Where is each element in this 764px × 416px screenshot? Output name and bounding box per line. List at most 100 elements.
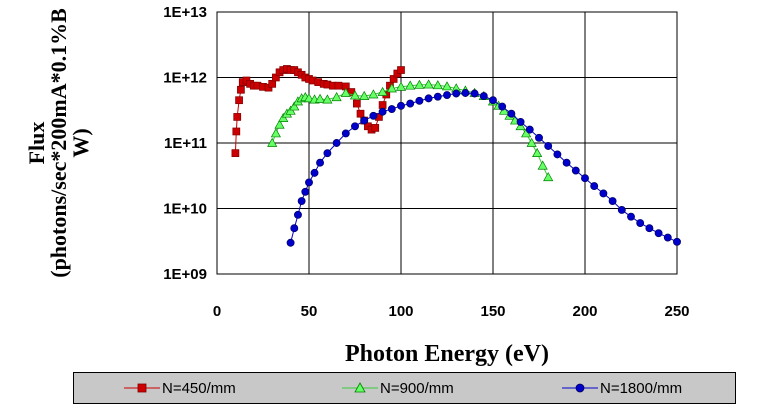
data-point bbox=[432, 80, 443, 90]
data-point bbox=[553, 150, 562, 159]
x-tick-label: 200 bbox=[572, 303, 597, 320]
data-point bbox=[441, 81, 453, 91]
data-point bbox=[507, 109, 516, 118]
data-point bbox=[443, 91, 451, 99]
legend-label-900: N=900/mm bbox=[380, 379, 454, 397]
data-point bbox=[310, 168, 319, 177]
data-point bbox=[290, 224, 299, 233]
data-point bbox=[314, 93, 326, 103]
legend-item-1800: N=1800/mm bbox=[562, 373, 682, 403]
gridlines bbox=[217, 12, 677, 274]
x-tick-label: 0 bbox=[213, 303, 221, 320]
data-point bbox=[352, 99, 361, 108]
y-tick-label: 1E+13 bbox=[163, 4, 207, 21]
x-tick-labels: 0 50 100 150 200 250 bbox=[213, 303, 690, 320]
data-point bbox=[268, 79, 277, 88]
legend-item-900: N=900/mm bbox=[342, 373, 454, 403]
data-point bbox=[532, 147, 543, 157]
data-point bbox=[297, 197, 306, 205]
legend-marker-square-icon bbox=[124, 383, 160, 393]
data-point bbox=[414, 79, 425, 89]
y-axis-title-line3: W) bbox=[68, 128, 93, 157]
data-point bbox=[334, 81, 343, 90]
data-point bbox=[378, 101, 387, 109]
data-point bbox=[233, 113, 242, 121]
data-point bbox=[397, 66, 405, 74]
data-point bbox=[645, 224, 654, 233]
data-point bbox=[235, 96, 243, 105]
data-point bbox=[627, 212, 635, 221]
data-point bbox=[368, 89, 379, 99]
data-point bbox=[316, 158, 324, 167]
data-point bbox=[452, 89, 461, 98]
data-point bbox=[571, 166, 580, 175]
data-point bbox=[423, 79, 434, 89]
legend-item-450: N=450/mm bbox=[124, 373, 236, 403]
data-point bbox=[274, 119, 285, 129]
y-axis-title-line2: (photons/sec*200mA*0.1%B bbox=[46, 8, 71, 278]
y-tick-label: 1E+11 bbox=[164, 135, 207, 152]
y-tick-label: 1E+09 bbox=[163, 266, 207, 283]
legend-label-450: N=450/mm bbox=[162, 379, 236, 397]
data-point bbox=[498, 102, 507, 111]
data-point bbox=[525, 125, 534, 134]
x-tick-label: 150 bbox=[480, 303, 505, 320]
y-tick-label: 1E+10 bbox=[163, 201, 207, 218]
data-point bbox=[387, 105, 396, 113]
data-point bbox=[617, 206, 626, 214]
data-point bbox=[377, 86, 388, 96]
data-point bbox=[349, 90, 361, 100]
data-point bbox=[543, 172, 554, 182]
data-point bbox=[369, 111, 378, 120]
data-point bbox=[636, 219, 645, 227]
data-point bbox=[356, 109, 365, 118]
data-point bbox=[378, 107, 387, 116]
data-point bbox=[489, 96, 497, 105]
data-point bbox=[294, 210, 302, 219]
legend-marker-triangle-icon bbox=[342, 382, 378, 393]
data-point bbox=[537, 160, 548, 170]
y-axis-title-line1: Flux bbox=[24, 122, 49, 165]
x-tick-label: 100 bbox=[388, 303, 413, 320]
data-point bbox=[322, 94, 333, 104]
series-2 bbox=[286, 89, 681, 247]
data-point bbox=[479, 92, 488, 101]
data-point bbox=[526, 137, 537, 147]
data-point bbox=[359, 90, 370, 100]
data-point bbox=[270, 128, 281, 138]
data-point bbox=[535, 133, 543, 142]
data-point bbox=[415, 96, 424, 105]
x-axis-title: Photon Energy (eV) bbox=[345, 341, 549, 367]
data-point bbox=[332, 139, 341, 147]
data-point bbox=[544, 142, 553, 150]
data-point bbox=[386, 83, 397, 93]
chart-svg: 0 50 100 150 200 250 1E+09 1E+10 1E+11 1E+12 1E+1… bbox=[24, 4, 690, 367]
data-point bbox=[331, 92, 342, 102]
data-point bbox=[267, 137, 278, 147]
data-point bbox=[461, 89, 470, 97]
series-layer bbox=[231, 65, 681, 247]
data-point bbox=[305, 178, 313, 187]
data-point bbox=[371, 124, 380, 132]
data-point bbox=[516, 117, 525, 126]
data-point bbox=[406, 99, 415, 108]
data-point bbox=[232, 127, 241, 136]
data-point bbox=[351, 122, 359, 131]
legend-label-1800: N=1800/mm bbox=[600, 379, 683, 397]
data-point bbox=[397, 101, 405, 110]
y-tick-label: 1E+12 bbox=[163, 70, 207, 87]
data-point bbox=[663, 233, 672, 242]
data-point bbox=[673, 237, 681, 246]
data-point bbox=[340, 87, 351, 97]
data-point bbox=[278, 112, 289, 122]
data-point bbox=[289, 101, 300, 111]
data-point bbox=[470, 89, 479, 98]
data-point bbox=[405, 80, 416, 90]
data-point bbox=[654, 229, 663, 238]
data-point bbox=[599, 189, 608, 198]
y-tick-labels: 1E+09 1E+10 1E+11 1E+12 1E+13 bbox=[163, 4, 207, 283]
data-point bbox=[590, 182, 599, 191]
data-point bbox=[286, 238, 295, 247]
data-point bbox=[608, 197, 617, 205]
data-point bbox=[341, 129, 350, 138]
